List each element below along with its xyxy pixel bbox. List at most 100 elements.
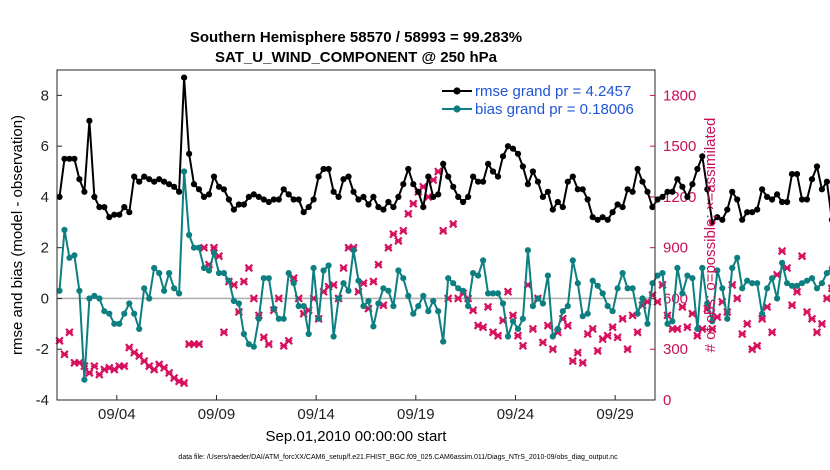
bias-point [579,313,586,320]
rmse-point [81,188,88,195]
rmse-point [749,209,756,216]
rmse-point [455,193,462,200]
bias-point [136,325,143,332]
rmse-point [156,176,163,183]
bias-point [739,285,746,292]
bias-point [186,231,193,239]
rmse-point [529,168,537,175]
bias-point [325,262,332,269]
bias-point [400,275,407,282]
rmse-point [141,173,148,180]
bias-point [380,285,387,292]
bias-point [769,275,776,282]
bias-point [320,267,327,274]
rmse-point [435,191,442,198]
bias-point [534,295,542,302]
obs-point [608,323,617,332]
obs-point [528,324,538,334]
bias-point [290,280,297,287]
rmse-point [161,178,168,185]
rmse-point [689,181,696,188]
rmse-point [813,163,821,170]
rmse-point [574,186,581,193]
rmse-point [554,198,561,206]
obs-point [673,324,682,334]
rmse-point [475,178,482,185]
rmse-point [355,196,362,203]
obs-point [434,167,443,176]
rmse-point [186,150,193,157]
rmse-point [818,186,826,193]
bias-point [61,226,68,233]
rmse-point [803,196,811,203]
rmse-point [465,193,472,200]
rmse-point [295,196,302,203]
bias-point [818,280,826,287]
bias-point [101,308,108,315]
rmse-point [460,198,467,206]
bias-point [340,280,347,287]
bias-point [460,287,467,294]
rmse-point [205,191,213,198]
bias-point [285,270,292,277]
obs-point [259,333,268,342]
bias-point [425,308,432,315]
bias-point [813,285,821,292]
rmse-point [744,209,751,216]
bias-point [375,300,382,307]
obs-point [194,339,204,349]
bias-point [629,285,636,292]
bias-point [524,247,532,254]
y-right-tick-label: 300 [663,341,688,358]
bias-point [420,292,427,299]
bias-point [240,330,247,338]
bias-point [719,285,726,292]
rmse-point [181,74,188,81]
rmse-point [195,186,203,193]
bias-point [684,272,691,279]
obs-point [264,339,273,349]
rmse-point [425,173,432,180]
rmse-point [345,173,352,180]
bias-point [200,264,208,272]
obs-point [693,331,702,340]
rmse-point [305,204,312,211]
rmse-point [494,173,502,180]
legend-rmse-marker [453,87,461,95]
bias-point [280,315,287,322]
bias-point [151,264,158,272]
rmse-point [166,181,173,188]
obs-point [483,302,493,312]
bias-point [205,267,213,274]
rmse-point [445,173,452,180]
bias-point [146,295,153,302]
rmse-point [325,165,332,173]
bias-point [544,272,552,279]
rmse-point [230,206,237,213]
obs-point [339,263,348,273]
bias-point [704,300,711,307]
obs-point [209,243,219,252]
rmse-point [734,196,741,203]
bias-point [345,287,352,294]
rmse-point [569,173,576,180]
bias-point [679,290,686,297]
bias-point [410,310,417,317]
y-right-tick-label: 900 [663,240,688,257]
rmse-point [190,181,198,188]
rmse-point [76,176,83,183]
rmse-point [225,196,232,203]
rmse-point [769,196,776,203]
bias-point [754,280,761,287]
bias-point [504,333,512,340]
rmse-point [784,198,791,206]
y-left-tick-label: -2 [36,341,49,358]
obs-point [244,263,254,273]
rmse-point [604,216,611,223]
rmse-point [634,165,641,173]
bias-point [489,290,497,297]
bias-point [774,295,781,302]
bias-point [181,168,188,175]
obs-point [817,319,827,329]
